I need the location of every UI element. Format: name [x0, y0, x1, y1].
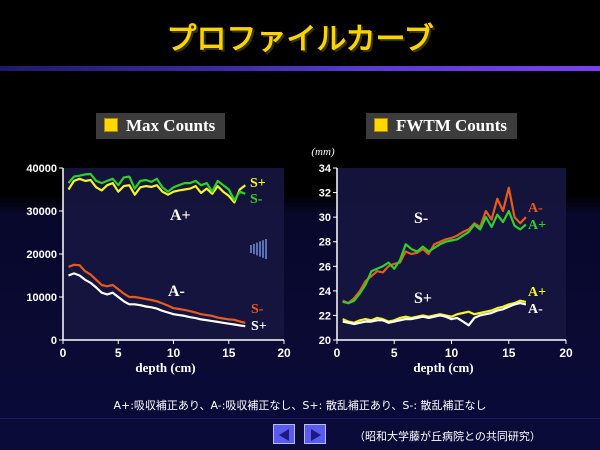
series-annotation-0-5: S+: [251, 319, 267, 334]
slide-title: プロファイルカーブ: [166, 22, 434, 57]
y-tick-label-0: 0: [51, 335, 57, 347]
y-tick-label-1: 30: [319, 212, 331, 224]
triangle-right-icon: [311, 429, 321, 441]
y-tick-label-0: 10000: [26, 292, 57, 304]
y-unit-label-1: (mm): [311, 146, 335, 158]
y-tick-label-0: 20000: [26, 249, 57, 261]
profile-charts: 0 10000 20000 30000 40000 0 5 10 15 20 depth (cm) S…: [26, 146, 573, 375]
plot-area-1: [337, 168, 566, 340]
x-tick-label-0: 15: [222, 346, 236, 360]
prev-slide-button[interactable]: [273, 424, 295, 444]
plot-area-0: [63, 168, 284, 340]
series-annotation-0-1: S-: [250, 192, 263, 207]
series-annotation-0-2: A+: [170, 207, 191, 224]
series-line-0-3: [68, 272, 246, 328]
series-line-1-2: [342, 299, 527, 324]
x-tick-label-0: 5: [115, 346, 122, 360]
series-line-1-1: [342, 209, 527, 305]
max-counts-label: Max Counts: [96, 113, 226, 139]
yellow-square-icon: [374, 118, 388, 132]
footer-divider: [0, 418, 600, 419]
series-line-0-1: [67, 172, 246, 202]
y-tick-label-1: 24: [319, 286, 332, 298]
y-tick-label-1: 26: [319, 261, 331, 273]
x-tick-label-1: 10: [445, 346, 459, 360]
series-annotation-1-5: A-: [528, 302, 543, 317]
fwtm-counts-label: FWTM Counts: [366, 113, 517, 139]
y-tick-label-0: 30000: [26, 206, 57, 218]
yellow-square-icon: [104, 118, 118, 132]
x-axis-label-1: depth (cm): [413, 360, 473, 375]
y-tick-label-1: 34: [319, 163, 332, 175]
x-tick-label-1: 5: [391, 346, 398, 360]
series-annotation-1-0: S-: [414, 210, 428, 227]
series-annotation-1-3: A+: [528, 218, 546, 233]
x-tick-label-0: 0: [60, 346, 67, 360]
next-slide-button[interactable]: [304, 424, 326, 444]
series-line-1-3: [342, 302, 527, 327]
x-tick-label-0: 10: [167, 346, 181, 360]
max-counts-title: Max Counts: [126, 116, 216, 135]
x-tick-label-0: 20: [277, 346, 291, 360]
y-tick-label-0: 40000: [26, 163, 57, 175]
series-line-0-2: [68, 263, 246, 324]
title-divider: [0, 66, 600, 71]
series-annotation-1-2: A-: [528, 201, 543, 216]
x-tick-label-1: 0: [334, 346, 341, 360]
series-annotation-0-0: S+: [250, 176, 266, 191]
series-annotation-1-1: S+: [414, 290, 432, 307]
y-tick-label-1: 20: [319, 335, 331, 347]
series-annotation-1-4: A+: [528, 285, 546, 300]
footnote-legend: A+:吸収補正あり、A-:吸収補正なし、S+: 散乱補正あり、S-: 散乱補正な…: [113, 399, 487, 412]
triangle-left-icon: [279, 429, 289, 441]
series-annotation-0-3: A-: [168, 283, 185, 300]
x-tick-label-1: 20: [559, 346, 573, 360]
fwtm-counts-title: FWTM Counts: [396, 116, 507, 135]
credit-note: （昭和大学藤が丘病院との共同研究）: [354, 430, 541, 443]
series-annotation-0-4: S-: [251, 302, 264, 317]
series-line-1-0: [342, 186, 527, 305]
series-line-0-0: [67, 177, 246, 204]
x-tick-label-1: 15: [502, 346, 516, 360]
y-tick-label-1: 32: [319, 188, 331, 200]
y-tick-label-1: 22: [319, 310, 331, 322]
y-tick-label-1: 28: [319, 237, 331, 249]
x-axis-label-0: depth (cm): [135, 360, 195, 375]
